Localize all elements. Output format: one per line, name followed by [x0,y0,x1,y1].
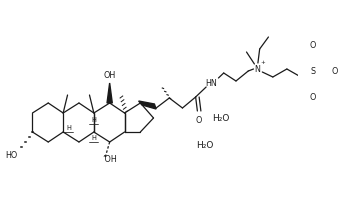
Polygon shape [107,83,112,103]
Text: H: H [66,125,71,131]
Polygon shape [139,101,156,109]
Text: O: O [310,41,316,49]
Text: H: H [91,117,96,123]
Text: O: O [332,67,338,76]
Text: O: O [196,116,202,124]
Text: ’OH: ’OH [103,156,117,165]
Text: OH: OH [104,70,116,80]
Text: H: H [91,135,96,141]
Text: H₂O: H₂O [212,114,230,123]
Text: HN: HN [206,78,217,88]
Text: S: S [311,67,316,76]
Text: +: + [261,60,266,64]
Text: O: O [310,92,316,102]
Text: N: N [254,64,260,74]
Text: HO: HO [5,151,18,159]
Text: H₂O: H₂O [196,140,213,150]
